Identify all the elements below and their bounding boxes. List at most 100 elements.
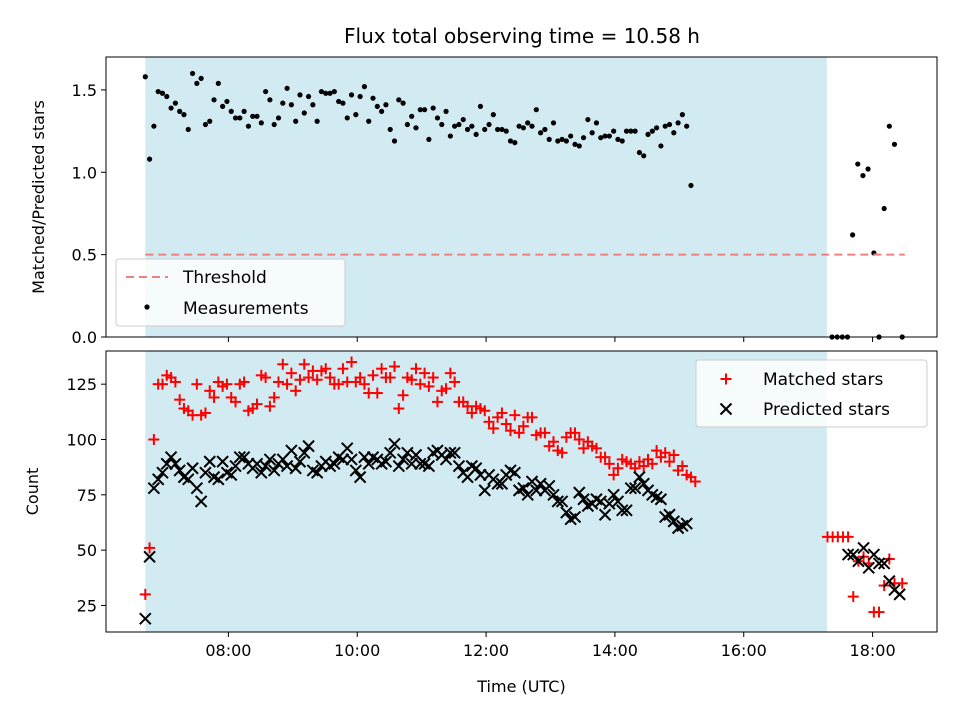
measurement-point <box>340 100 346 106</box>
matched-star-point <box>277 358 289 370</box>
predicted-star-point <box>396 453 410 466</box>
measurement-point <box>503 128 509 134</box>
measurement-point <box>452 123 458 129</box>
measurement-point <box>645 131 651 138</box>
predicted-star-point <box>862 561 875 575</box>
matched-star-point <box>423 380 435 392</box>
matched-star-point <box>847 591 859 603</box>
predicted-star-point <box>867 548 881 561</box>
predicted-star-point <box>547 488 560 502</box>
predicted-star-point <box>633 470 646 484</box>
measurement-point <box>675 120 681 126</box>
measurement-point <box>280 100 286 106</box>
predicted-star-point <box>877 557 891 570</box>
predicted-star-point <box>156 466 169 479</box>
measurement-point <box>245 123 252 129</box>
matched-star-point <box>260 372 272 384</box>
predicted-star-point <box>667 515 680 528</box>
measurement-point <box>439 121 445 128</box>
legend-predicted-marker <box>719 402 733 416</box>
matched-star-point <box>208 391 220 403</box>
measurement-point <box>482 126 488 133</box>
measurement-points <box>142 70 905 340</box>
predicted-star-point <box>199 466 212 479</box>
matched-star-point <box>517 420 529 432</box>
ratio-x-ticks <box>227 337 874 342</box>
count-y-ticks: 25 50 75 100 125 <box>66 375 106 615</box>
matched-star-point <box>268 391 280 403</box>
measurement-point <box>344 115 350 121</box>
measurement-point <box>237 115 243 121</box>
measurement-point <box>580 135 587 141</box>
matched-star-point <box>513 427 525 439</box>
measurement-point <box>207 118 213 124</box>
measurement-point <box>486 121 492 128</box>
predicted-star-point <box>302 439 315 453</box>
matched-star-point <box>873 606 885 618</box>
predicted-star-point <box>883 574 896 588</box>
predicted-star-point <box>353 470 367 484</box>
predicted-star-point <box>628 481 642 495</box>
predicted-star-point <box>872 557 886 570</box>
predicted-star-point <box>143 550 156 563</box>
predicted-star-point <box>577 493 590 506</box>
matched-star-point <box>169 376 181 388</box>
legend-measurement-swatch <box>144 304 150 310</box>
matched-star-point <box>384 372 396 384</box>
measurement-point <box>331 88 337 95</box>
measurement-point <box>323 90 329 96</box>
measurement-point <box>550 120 557 126</box>
matched-star-point <box>449 376 461 388</box>
matched-star-point <box>526 411 538 423</box>
matched-star-point <box>444 367 456 379</box>
measurement-point <box>194 80 200 86</box>
matched-star-point <box>174 394 186 406</box>
measurement-point <box>516 123 522 129</box>
predicted-star-point <box>616 504 629 517</box>
predicted-star-point <box>624 481 638 495</box>
matched-star-point <box>290 385 302 397</box>
measurement-point <box>520 125 527 131</box>
measurement-point <box>563 138 569 144</box>
matched-star-point <box>281 378 293 390</box>
ratio-legend-box <box>115 258 346 327</box>
measurement-point <box>576 143 582 149</box>
matched-star-point <box>431 396 443 408</box>
measurement-point <box>636 149 643 156</box>
measurement-point <box>525 120 531 126</box>
predicted-star-point <box>345 453 358 466</box>
legend-matched-swatch <box>720 373 732 385</box>
measurement-point <box>611 128 617 134</box>
count-y-tick-label: 75 <box>77 486 97 505</box>
predicted-star-point <box>469 462 483 475</box>
ratio-y-ticks: 0.0 0.5 1.0 1.5 <box>72 81 106 347</box>
measurement-point <box>623 128 630 134</box>
matched-star-point <box>573 434 585 446</box>
predicted-star-point <box>841 548 855 561</box>
predicted-star-point <box>298 446 311 459</box>
predicted-star-point <box>293 455 307 468</box>
matched-star-point <box>539 427 551 439</box>
measurement-point <box>146 156 153 162</box>
predicted-star-point <box>151 473 165 486</box>
count-panel: 25 50 75 100 125 08:00 10:00 12:00 14:00 16:00 18… <box>23 350 938 696</box>
matched-star-point <box>483 416 495 428</box>
measurement-point <box>447 133 453 139</box>
matched-star-point <box>251 398 263 410</box>
measurement-point <box>533 107 539 113</box>
matched-star-point <box>358 378 370 390</box>
measurement-point <box>155 88 161 95</box>
predicted-star-point <box>847 548 860 561</box>
matched-star-point <box>230 396 242 408</box>
matched-star-point <box>191 378 203 390</box>
matched-star-point <box>393 403 405 415</box>
measurement-point <box>559 136 565 142</box>
predicted-star-point <box>164 450 178 464</box>
measurement-point <box>387 126 393 133</box>
matched-star-point <box>272 376 284 388</box>
ratio-y-tick-label: 0.0 <box>72 328 97 347</box>
matched-star-point <box>440 383 452 395</box>
count-y-tick-label: 50 <box>77 541 97 560</box>
matched-star-point <box>646 458 658 470</box>
measurement-point <box>241 108 247 114</box>
